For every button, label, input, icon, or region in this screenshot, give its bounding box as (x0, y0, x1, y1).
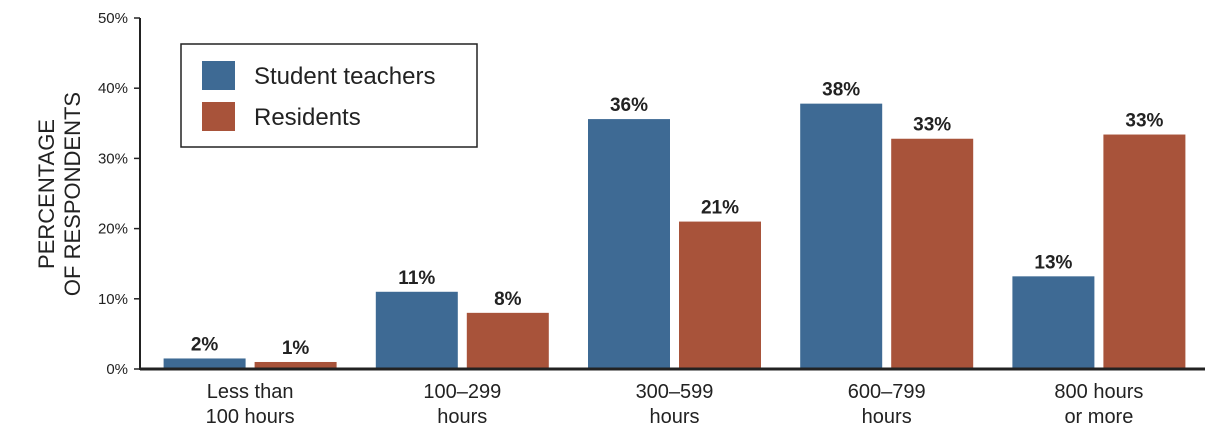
y-axis-title-line: PERCENTAGE (34, 119, 59, 269)
x-category-label-line: 100 hours (206, 406, 295, 428)
bar-value-label: 21% (701, 198, 739, 219)
bar (466, 312, 549, 369)
legend-label: Residents (254, 104, 361, 131)
x-category-label: 600–799 hours (848, 381, 926, 428)
y-axis-title-line: OF RESPONDENTS (60, 92, 85, 296)
x-category-label-line: 800 hours (1054, 381, 1143, 403)
legend-swatch (202, 61, 235, 90)
legend-label: Student teachers (254, 63, 435, 90)
bar-value-label: 33% (1125, 111, 1163, 132)
y-tick-label: 10% (98, 291, 128, 308)
legend-swatch (202, 102, 235, 131)
x-axis-category-labels: Less than 100 hours 100–299 hours 300–599 hou… (206, 381, 1144, 428)
bars (163, 103, 1186, 370)
y-axis-label: PERCENTAGEOF RESPONDENTS (34, 92, 85, 296)
bar (588, 119, 670, 369)
bar-value-label: 8% (494, 289, 522, 310)
y-axis-title: PERCENTAGEOF RESPONDENTS (34, 92, 85, 296)
bar-value-label: 33% (913, 115, 951, 136)
x-category-label: 800 hours or more (1054, 381, 1143, 428)
bar-value-label: 38% (822, 80, 860, 101)
bar (1012, 276, 1095, 369)
bar (800, 103, 883, 370)
y-tick-label: 30% (98, 150, 128, 167)
bar-value-label: 2% (191, 334, 219, 355)
axes (139, 18, 1205, 371)
x-category-label-line: 100–299 (423, 381, 501, 403)
x-category-label: Less than 100 hours (206, 381, 295, 428)
x-category-label-line: or more (1064, 406, 1133, 428)
bar (254, 361, 337, 369)
x-category-label-line: 300–599 (636, 381, 714, 403)
bar (1103, 134, 1186, 369)
y-axis-ticks: 0% 10% 20% 30% 40% 50% (98, 10, 140, 378)
x-category-label-line: Less than (207, 381, 294, 403)
bar (163, 358, 246, 369)
bar (891, 138, 974, 369)
y-tick-label: 20% (98, 221, 128, 238)
bar (679, 221, 761, 369)
y-tick-label: 40% (98, 80, 128, 97)
data-labels: 2% 1% 11% 8% 36% 21% 38% 33% 13% 33% (191, 80, 1164, 359)
bar-value-label: 36% (610, 95, 648, 116)
bar-value-label: 13% (1034, 252, 1072, 273)
y-tick-label: 0% (106, 361, 128, 378)
legend-box (180, 43, 478, 148)
x-category-label-line: hours (862, 406, 912, 428)
y-tick-label: 50% (98, 10, 128, 27)
x-category-label: 300–599 hours (636, 381, 714, 428)
bar-value-label: 11% (398, 268, 435, 289)
bar (375, 291, 458, 369)
x-category-label: 100–299 hours (423, 381, 501, 428)
x-category-label-line: hours (649, 406, 699, 428)
bar-value-label: 1% (282, 338, 310, 359)
legend: Student teachers Residents (180, 43, 478, 148)
x-category-label-line: hours (437, 406, 487, 428)
x-category-label-line: 600–799 (848, 381, 926, 403)
